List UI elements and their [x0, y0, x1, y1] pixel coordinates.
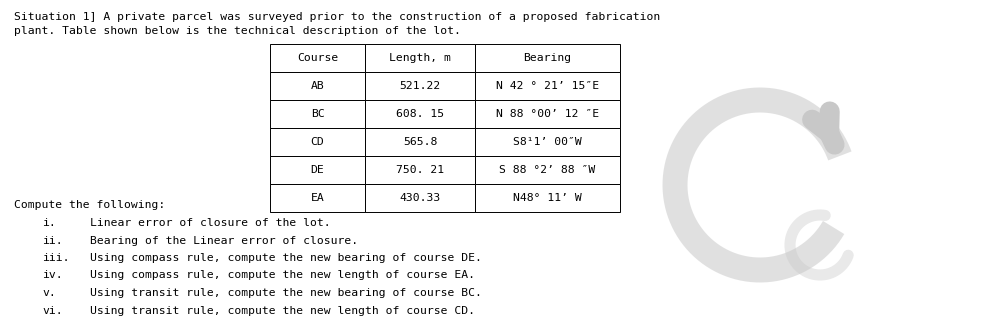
Text: Length, m: Length, m [389, 53, 450, 63]
Bar [269, 100, 365, 128]
Text: 608. 15: 608. 15 [396, 109, 443, 119]
Bar [365, 128, 474, 156]
Text: 750. 21: 750. 21 [396, 165, 443, 175]
Bar [365, 44, 474, 72]
Text: Linear error of closure of the lot.: Linear error of closure of the lot. [89, 218, 330, 228]
Text: Situation 1] A private parcel was surveyed prior to the construction of a propos: Situation 1] A private parcel was survey… [14, 12, 660, 22]
Bar [269, 128, 365, 156]
Text: 565.8: 565.8 [403, 137, 436, 147]
Bar [474, 100, 619, 128]
Text: ii.: ii. [42, 236, 63, 246]
Bar [474, 128, 619, 156]
Text: N48° 11’ W: N48° 11’ W [513, 193, 581, 203]
Text: vi.: vi. [42, 306, 63, 316]
Text: BC: BC [310, 109, 324, 119]
Text: 521.22: 521.22 [399, 81, 440, 91]
Text: EA: EA [310, 193, 324, 203]
Text: Using compass rule, compute the new length of course EA.: Using compass rule, compute the new leng… [89, 271, 474, 281]
Text: Using transit rule, compute the new bearing of course BC.: Using transit rule, compute the new bear… [89, 288, 481, 298]
Text: Compute the following:: Compute the following: [14, 200, 165, 210]
Text: AB: AB [310, 81, 324, 91]
Text: Using transit rule, compute the new length of course CD.: Using transit rule, compute the new leng… [89, 306, 474, 316]
Bar [269, 72, 365, 100]
Bar [269, 184, 365, 212]
Text: iii.: iii. [42, 253, 70, 263]
Bar [269, 156, 365, 184]
Bar [365, 72, 474, 100]
Bar [269, 44, 365, 72]
Text: Course: Course [296, 53, 338, 63]
Bar [365, 156, 474, 184]
Text: plant. Table shown below is the technical description of the lot.: plant. Table shown below is the technica… [14, 26, 460, 36]
Bar [365, 184, 474, 212]
Bar [474, 184, 619, 212]
Text: 430.33: 430.33 [399, 193, 440, 203]
Text: DE: DE [310, 165, 324, 175]
Text: i.: i. [42, 218, 56, 228]
Text: Bearing of the Linear error of closure.: Bearing of the Linear error of closure. [89, 236, 358, 246]
Bar [474, 156, 619, 184]
Text: N 88 °00’ 12 ″E: N 88 °00’ 12 ″E [495, 109, 598, 119]
Text: CD: CD [310, 137, 324, 147]
Text: iv.: iv. [42, 271, 63, 281]
Bar [365, 100, 474, 128]
Text: v.: v. [42, 288, 56, 298]
Bar [474, 44, 619, 72]
Text: Using compass rule, compute the new bearing of course DE.: Using compass rule, compute the new bear… [89, 253, 481, 263]
Text: S 88 °2’ 88 ″W: S 88 °2’ 88 ″W [499, 165, 595, 175]
Bar [474, 72, 619, 100]
Text: Bearing: Bearing [523, 53, 571, 63]
Text: S8¹1’ 00″W: S8¹1’ 00″W [513, 137, 581, 147]
Text: N 42 ° 21’ 15″E: N 42 ° 21’ 15″E [495, 81, 598, 91]
